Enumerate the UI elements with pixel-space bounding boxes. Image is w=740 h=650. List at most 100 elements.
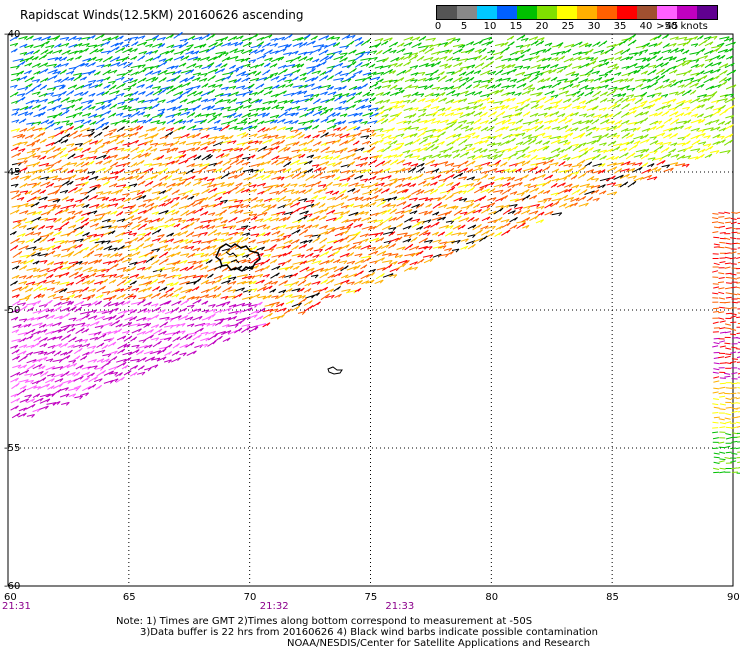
wind-barb [53,121,61,124]
wind-barb-feather [273,63,278,68]
wind-barb-feather [470,121,475,125]
wind-barb-feather [505,105,510,109]
wind-barb-feather [626,85,630,89]
wind-barb [586,79,594,82]
wind-barb [614,49,624,56]
wind-barb [725,115,734,119]
legend-label: 20 [535,21,549,32]
wind-barb-feather [21,96,26,101]
wind-barb-feather [294,119,299,124]
wind-barb-feather [247,112,252,117]
wind-barb-feather [388,47,392,52]
wind-barb-feather [269,74,274,79]
wind-barb-feather [88,83,93,87]
wind-barb [487,50,495,54]
wind-barb [606,57,614,60]
wind-barb-feather [148,118,153,122]
wind-barb-feather [43,84,48,89]
wind-barb-feather [531,87,536,92]
wind-barb-feather [453,121,457,125]
wind-barb [577,105,587,110]
wind-barb [208,41,218,48]
wind-barb-feather [609,69,613,74]
wind-barb-feather [106,84,111,89]
wind-barb [549,111,560,117]
wind-barb-feather [134,119,139,123]
wind-barb [430,105,440,110]
wind-barb-feather [260,83,265,88]
wind-barb [710,68,721,74]
wind-barb [347,112,358,117]
wind-barb [480,93,491,97]
wind-barb [164,57,173,62]
wind-barb [166,65,175,70]
wind-barb-feather [353,68,357,72]
wind-barb-feather [273,37,278,42]
wind-barb [138,50,147,55]
wind-barb [81,112,91,117]
wind-barb-feather [711,94,715,98]
wind-barb-feather [615,66,620,70]
wind-barb [88,113,97,119]
wind-barb-feather [585,63,590,67]
wind-barb-feather [91,92,96,97]
wind-barb-feather [38,37,42,41]
wind-barb [515,45,524,48]
wind-barb-feather [261,107,266,111]
wind-barb-feather [434,111,439,115]
wind-barb [396,48,406,54]
wind-barb-feather [665,34,669,38]
wind-barb-feather [185,55,190,60]
wind-barb [614,72,622,76]
wind-barb-feather [643,91,648,96]
wind-barb [285,59,294,63]
wind-barb-feather [583,113,588,118]
wind-barb-feather [540,105,544,109]
wind-barb [453,62,463,68]
wind-barb-feather [329,68,333,73]
wind-barb [151,42,163,48]
wind-barb-feather [214,68,219,73]
wind-barb-feather [473,101,478,106]
wind-barb-feather [170,44,175,49]
wind-barb-feather [330,86,334,90]
wind-barb-feather [324,110,329,114]
wind-barb-feather [625,111,630,116]
wind-barb-feather [465,90,469,95]
wind-barb-feather [190,50,195,55]
wind-barb-feather [577,65,582,70]
wind-barb [712,106,723,111]
wind-barb [229,41,238,46]
wind-barb-feather [612,89,617,94]
wind-barb [311,105,322,110]
wind-barb-feather [243,117,248,122]
wind-barb-feather [364,121,368,125]
wind-barb-feather [191,112,196,116]
wind-barb [507,84,516,88]
wind-barb-feather [155,103,160,108]
wind-barb-feather [408,68,412,73]
wind-barb-feather [732,84,737,89]
wind-barb-feather [63,69,67,74]
wind-barb [26,122,35,125]
wind-barb-feather [357,86,362,90]
wind-barb-feather [427,104,432,108]
wind-barb [236,121,247,125]
wind-barb-feather [266,62,271,67]
wind-barb-feather [24,36,28,40]
wind-barb-feather [540,37,545,41]
wind-barb-feather [187,82,191,86]
wind-barb [410,79,418,82]
wind-barb [130,71,139,76]
wind-barb-feather [157,70,162,74]
wind-barb-feather [143,41,148,46]
wind-barb-feather [730,115,735,119]
wind-barb [369,76,381,81]
wind-barb [249,107,260,112]
wind-barb [122,47,133,54]
wind-barb-feather [659,56,664,61]
wind-barb-feather [479,40,483,45]
wind-barb [389,79,398,83]
wind-barb [123,93,133,98]
wind-barb-feather [466,112,470,117]
